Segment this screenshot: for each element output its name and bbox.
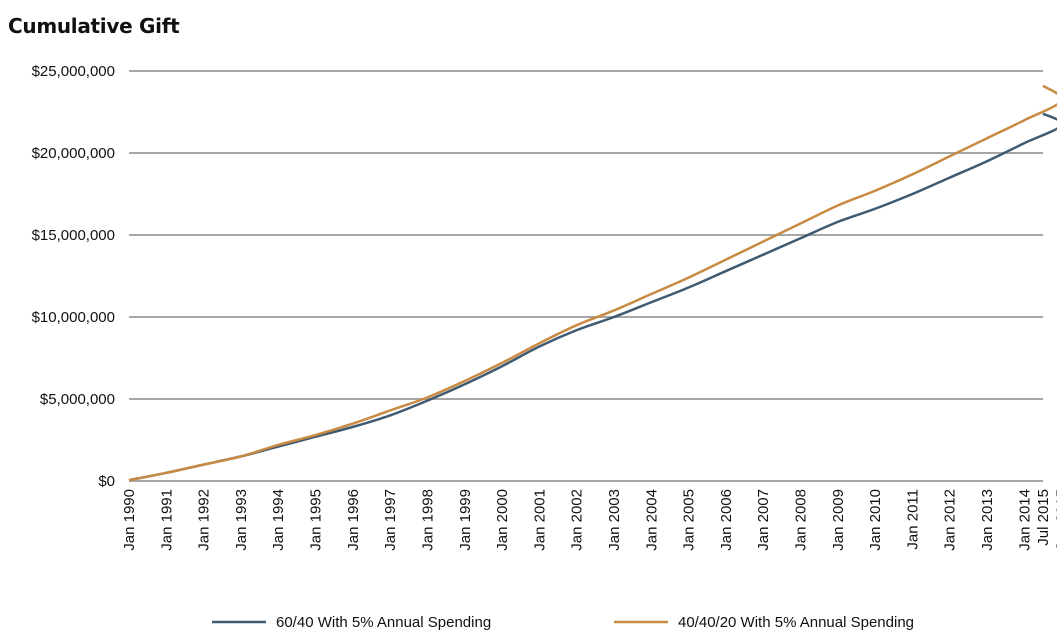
y-tick-label: $5,000,000 xyxy=(40,391,115,408)
y-tick-label: $25,000,000 xyxy=(32,63,115,80)
legend-label-1: 40/40/20 With 5% Annual Spending xyxy=(678,614,914,631)
x-tick-label: Jan 2002 xyxy=(569,489,586,551)
x-tick-label: Jan 2004 xyxy=(643,489,660,551)
x-tick-label: Jan 1992 xyxy=(196,489,213,551)
x-axis-ticks: Jan 1990 Jan 1991 Jan 1992 Jan 1993 Jan 1994… xyxy=(121,489,1057,551)
x-tick-label: Jan 2011 xyxy=(904,489,921,550)
x-tick-label: Jan 2012 xyxy=(942,489,959,551)
x-tick-label: Jan 2009 xyxy=(830,489,847,551)
legend: 60/40 With 5% Annual Spending 40/40/20 Wi… xyxy=(212,614,914,631)
x-tick-label: Jan 1991 xyxy=(158,489,175,551)
x-tick-label: Jan 1997 xyxy=(382,489,399,551)
x-tick-label: Jan 2001 xyxy=(531,489,548,551)
series-line-1 xyxy=(128,84,1057,482)
chart-title: Cumulative Gift xyxy=(8,14,180,38)
series-lines xyxy=(128,84,1057,482)
series-line-0 xyxy=(128,112,1057,482)
x-tick-label: Jan 2010 xyxy=(867,489,884,551)
y-tick-label: $20,000,000 xyxy=(32,145,115,162)
x-tick-label: Jan 2000 xyxy=(494,489,511,551)
gridlines xyxy=(129,70,1043,482)
x-tick-label: Jan 2005 xyxy=(681,489,698,551)
x-tick-label: Jan 1993 xyxy=(233,489,250,551)
x-tick-label: Jan 2014 xyxy=(1016,489,1033,551)
y-axis-ticks: $0 $5,000,000 $10,000,000 $15,000,000 $20,00… xyxy=(32,63,115,490)
x-tick-label: Jan 1990 xyxy=(121,489,138,551)
x-tick-label: Jan 2013 xyxy=(979,489,996,551)
x-tick-label: Jan 2015 xyxy=(1054,489,1057,551)
x-tick-label: Jan 2003 xyxy=(606,489,623,551)
x-tick-label: Jan 2008 xyxy=(793,489,810,551)
x-tick-label: Jan 1996 xyxy=(345,489,362,551)
y-tick-label: $15,000,000 xyxy=(32,227,115,244)
x-tick-label: Jan 2006 xyxy=(718,489,735,551)
x-tick-label: Jan 1999 xyxy=(457,489,474,551)
y-tick-label: $10,000,000 xyxy=(32,309,115,326)
x-tick-label: Jan 1994 xyxy=(270,489,287,551)
legend-label-0: 60/40 With 5% Annual Spending xyxy=(276,614,491,631)
x-tick-label: Jan 1995 xyxy=(308,489,325,551)
x-tick-label: Jan 1998 xyxy=(419,489,436,551)
x-tick-label: Jan 2007 xyxy=(755,489,772,551)
y-tick-label: $0 xyxy=(98,473,115,490)
x-tick-label: Jul 2015 xyxy=(1035,489,1052,546)
